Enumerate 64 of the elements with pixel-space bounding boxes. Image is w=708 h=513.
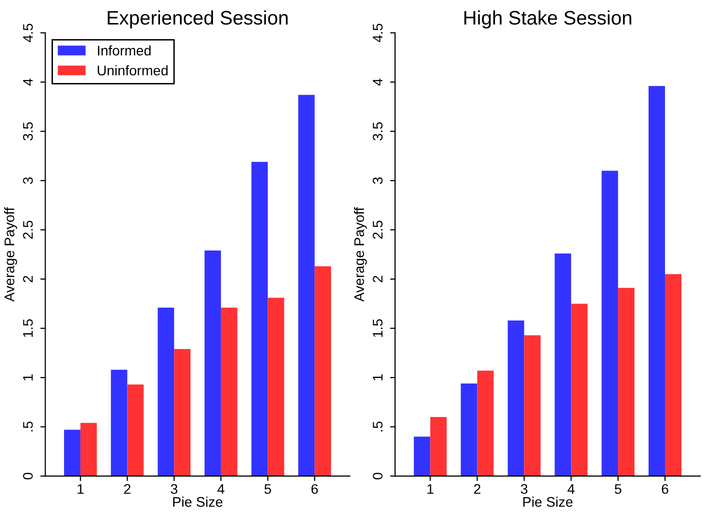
bar bbox=[64, 430, 80, 476]
y-tick-label: 3 bbox=[372, 177, 383, 184]
x-axis-title: Pie Size bbox=[523, 496, 572, 507]
y-tick-label: 1 bbox=[23, 374, 33, 380]
x-tick-label: 3 bbox=[170, 484, 178, 494]
y-axis-title: Average Payoff bbox=[4, 207, 18, 302]
legend-label: Uninformed bbox=[98, 65, 168, 76]
x-axis-title: Pie Size bbox=[173, 496, 222, 507]
bar bbox=[174, 349, 191, 476]
bar bbox=[602, 170, 618, 476]
y-tick-label: 3.5 bbox=[372, 122, 383, 140]
bar bbox=[80, 422, 97, 476]
y-tick-label: 2 bbox=[23, 276, 33, 282]
y-tick-label: 0 bbox=[23, 472, 33, 480]
bar bbox=[251, 162, 268, 476]
bar bbox=[618, 288, 634, 476]
y-tick-label: 4.5 bbox=[372, 24, 383, 42]
x-tick-label: 5 bbox=[264, 484, 272, 494]
y-tick-label: 4.5 bbox=[23, 24, 33, 42]
y-tick-label: 4 bbox=[372, 78, 382, 86]
y-tick-label: 2.5 bbox=[372, 220, 383, 239]
x-tick-label: 4 bbox=[568, 484, 575, 494]
y-tick-label: 4 bbox=[23, 78, 33, 86]
y-tick-label: 1.5 bbox=[372, 319, 383, 337]
bar bbox=[430, 416, 447, 476]
x-tick-label: 6 bbox=[311, 484, 318, 494]
y-tick-label: .5 bbox=[372, 422, 383, 432]
x-tick-label: 2 bbox=[474, 484, 480, 494]
x-tick-label: 5 bbox=[614, 484, 622, 494]
bar bbox=[508, 320, 524, 476]
bar bbox=[110, 370, 128, 476]
bar bbox=[554, 253, 572, 476]
legend-label: Informed bbox=[98, 45, 151, 56]
bar bbox=[268, 298, 284, 476]
y-axis-title: Average Payoff bbox=[354, 207, 367, 302]
bar bbox=[220, 308, 238, 476]
bar bbox=[204, 250, 221, 476]
bar bbox=[477, 370, 494, 476]
x-tick-label: 1 bbox=[427, 484, 434, 494]
y-tick-label: 3.5 bbox=[23, 122, 33, 140]
y-tick-label: 1 bbox=[372, 374, 382, 380]
chart-title: High Stake Session bbox=[464, 10, 632, 29]
bar bbox=[524, 335, 541, 476]
x-tick-label: 4 bbox=[217, 484, 224, 494]
bar bbox=[314, 266, 332, 476]
y-tick-label: 1.5 bbox=[23, 319, 33, 337]
bar bbox=[648, 86, 666, 476]
bar bbox=[158, 308, 174, 476]
bar bbox=[298, 94, 315, 476]
x-tick-label: 2 bbox=[124, 484, 130, 494]
y-tick-label: 3 bbox=[23, 177, 33, 184]
bar bbox=[414, 436, 430, 476]
chart-title: Experienced Session bbox=[108, 10, 288, 29]
bar bbox=[127, 384, 144, 476]
y-tick-label: 2.5 bbox=[23, 220, 33, 239]
bar bbox=[460, 383, 478, 476]
x-tick-label: 6 bbox=[662, 484, 668, 494]
bar bbox=[571, 304, 588, 476]
y-tick-label: .5 bbox=[23, 422, 33, 432]
y-tick-label: 0 bbox=[372, 472, 383, 480]
x-tick-label: 1 bbox=[78, 484, 84, 494]
x-tick-label: 3 bbox=[520, 484, 528, 494]
bar bbox=[665, 274, 682, 476]
y-tick-label: 2 bbox=[372, 276, 382, 282]
